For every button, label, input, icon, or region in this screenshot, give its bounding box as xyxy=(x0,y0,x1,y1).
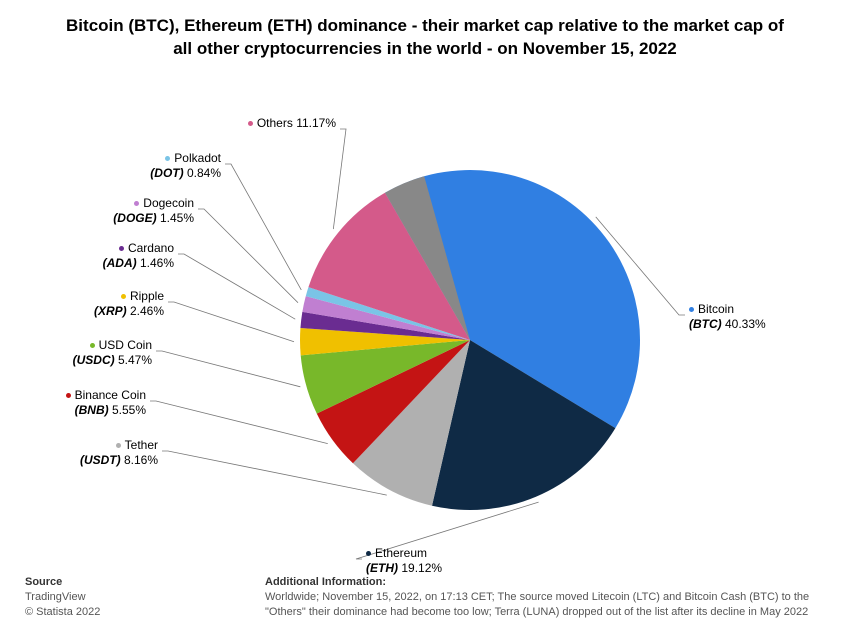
leader-line xyxy=(198,209,298,303)
leader-line xyxy=(168,302,294,342)
info-text: Worldwide; November 15, 2022, on 17:13 C… xyxy=(265,590,825,620)
chart-title: Bitcoin (BTC), Ethereum (ETH) dominance … xyxy=(0,0,850,69)
source-block: Source TradingView © Statista 2022 xyxy=(25,576,225,619)
additional-info-block: Additional Information: Worldwide; Novem… xyxy=(265,576,825,620)
slice-label: Others 11.17% xyxy=(248,116,336,131)
slice-label: USD Coin(USDC) 5.47% xyxy=(73,338,152,368)
slice-label: Ripple(XRP) 2.46% xyxy=(94,289,164,319)
leader-line xyxy=(333,129,346,229)
info-heading: Additional Information: xyxy=(265,576,825,588)
source-heading: Source xyxy=(25,576,225,588)
slice-label: Binance Coin(BNB) 5.55% xyxy=(66,388,146,418)
slice-label: Bitcoin(BTC) 40.33% xyxy=(689,302,766,332)
footer: Source TradingView © Statista 2022 Addit… xyxy=(25,576,825,620)
slice-label: Tether(USDT) 8.16% xyxy=(80,438,158,468)
slice-label: Ethereum(ETH) 19.12% xyxy=(366,546,442,576)
source-line: TradingView xyxy=(25,590,225,604)
leader-line xyxy=(156,351,300,387)
leader-line xyxy=(150,401,328,444)
chart-area: Bitcoin(BTC) 40.33%Ethereum(ETH) 19.12%T… xyxy=(0,80,850,570)
leader-line xyxy=(225,164,301,290)
slice-label: Cardano(ADA) 1.46% xyxy=(103,241,174,271)
source-line: © Statista 2022 xyxy=(25,605,225,619)
slice-label: Polkadot(DOT) 0.84% xyxy=(150,151,221,181)
slice-label: Dogecoin(DOGE) 1.45% xyxy=(113,196,194,226)
